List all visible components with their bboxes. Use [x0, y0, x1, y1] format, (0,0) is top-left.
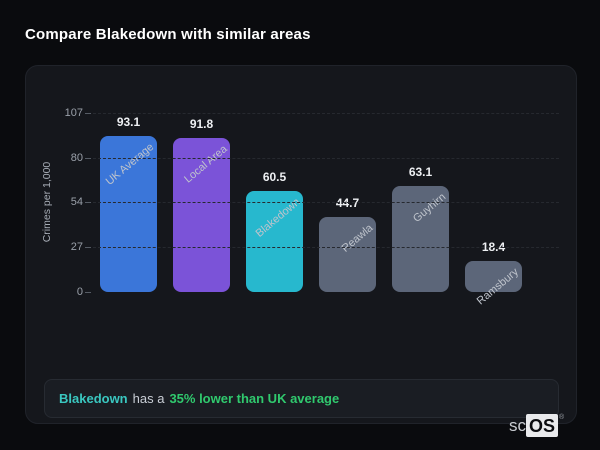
logo-box: OS — [526, 414, 559, 437]
y-tick-mark — [85, 158, 91, 160]
note-area-name: Blakedown — [59, 391, 128, 406]
y-tick-label: 0 — [76, 286, 83, 298]
note-stat: 35% lower than UK average — [169, 391, 340, 406]
bar-column: 44.7 Reawla — [319, 196, 376, 292]
logo-prefix: sc — [509, 416, 526, 435]
bar-reawla — [319, 217, 376, 292]
bar-column: 93.1 UK Average — [100, 115, 157, 292]
registered-trademark-icon: ® — [559, 414, 565, 421]
bar-value-label: 91.8 — [189, 117, 214, 132]
bar-guyhirn — [392, 186, 449, 292]
y-tick-mark — [85, 201, 91, 203]
y-axis-title: Crimes per 1,000 — [41, 161, 53, 242]
gridline — [93, 113, 559, 114]
y-tick-mark — [85, 113, 91, 114]
bar-blakedown — [246, 190, 303, 292]
bars-container: 93.1 UK Average 91.8 Local Area 60.5 Blakedow… — [100, 111, 522, 308]
note-connector: has a — [132, 391, 165, 406]
bar-column: 63.1 Guyhirn — [392, 165, 449, 292]
bar-value-label: 63.1 — [408, 165, 433, 180]
plot-area: 93.1 UK Average 91.8 Local Area 60.5 Blakedow… — [65, 107, 559, 308]
bar-uk-average — [100, 136, 157, 292]
gridline — [93, 158, 559, 160]
bar-value-label: 60.5 — [262, 169, 287, 184]
y-tick-label: 107 — [64, 107, 83, 119]
y-tick-label: 54 — [70, 195, 83, 208]
page-title: Compare Blakedown with similar areas — [25, 26, 311, 43]
bar-column: 18.4 Ramsbury — [465, 240, 522, 308]
y-tick-label: 27 — [70, 240, 83, 253]
comparison-note: Blakedown has a 35% lower than UK averag… — [44, 379, 559, 418]
bar-value-label: 93.1 — [116, 115, 141, 130]
scos-logo: sc OS ® — [509, 414, 564, 437]
y-tick-mark — [85, 246, 91, 248]
bar-column: 91.8 Local Area — [173, 117, 230, 292]
y-tick-label: 80 — [70, 152, 83, 165]
gridline — [93, 246, 559, 248]
bar-ramsbury — [465, 261, 522, 292]
gridline — [93, 201, 559, 203]
y-tick-mark — [85, 292, 91, 293]
chart-card: Crimes per 1,000 93.1 UK Average 91.8 Local… — [25, 65, 577, 424]
bar-column: 60.5 Blakedown — [246, 170, 303, 292]
bar-value-label: 44.7 — [335, 196, 360, 211]
bar-local-area — [173, 138, 230, 292]
